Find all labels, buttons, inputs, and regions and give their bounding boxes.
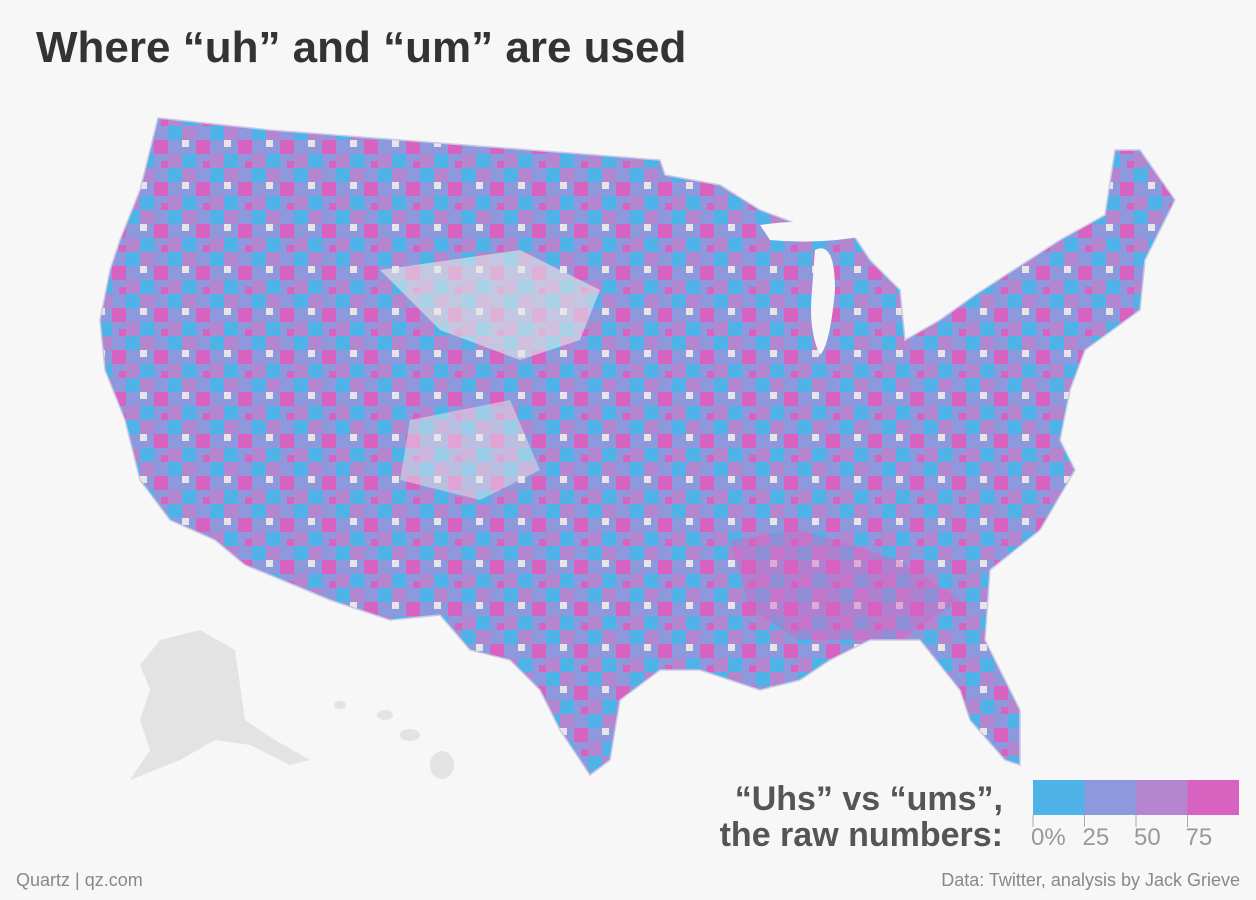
- hawaii: [377, 710, 393, 720]
- legend-tick-label: 0%: [1031, 824, 1066, 851]
- map: [99, 117, 1176, 780]
- legend-tick-label: 25: [1083, 824, 1110, 851]
- lake-superior: [760, 221, 870, 242]
- footer-source-right: Data: Twitter, analysis by Jack Grieve: [941, 870, 1240, 890]
- southeast-area: [730, 530, 960, 640]
- hawaii: [430, 751, 454, 779]
- alaska: [130, 630, 310, 780]
- legend-title: the raw numbers:: [720, 816, 1003, 854]
- legend-swatch: [1187, 780, 1239, 815]
- hawaii: [334, 701, 346, 709]
- legend-tick-label: 75: [1186, 824, 1213, 851]
- legend-swatch: [1136, 780, 1188, 815]
- legend-title: “Uhs” vs “ums”,: [735, 780, 1003, 818]
- footer-source-left: Quartz | qz.com: [16, 870, 143, 890]
- us-outline: [99, 117, 1176, 777]
- sparse-area: [400, 400, 540, 500]
- legend-swatch: [1084, 780, 1136, 815]
- sparse-area: [380, 250, 600, 360]
- lake-michigan: [811, 248, 835, 355]
- county-fill: [100, 118, 1175, 775]
- contiguous-us: [100, 118, 1175, 775]
- hawaii: [400, 729, 420, 741]
- title: Where “uh” and “um” are used: [36, 23, 686, 72]
- legend: “Uhs” vs “ums”, the raw numbers: 0% 25 50 7…: [720, 780, 1239, 854]
- legend-swatch: [1033, 780, 1085, 815]
- legend-tick-label: 50: [1134, 824, 1161, 851]
